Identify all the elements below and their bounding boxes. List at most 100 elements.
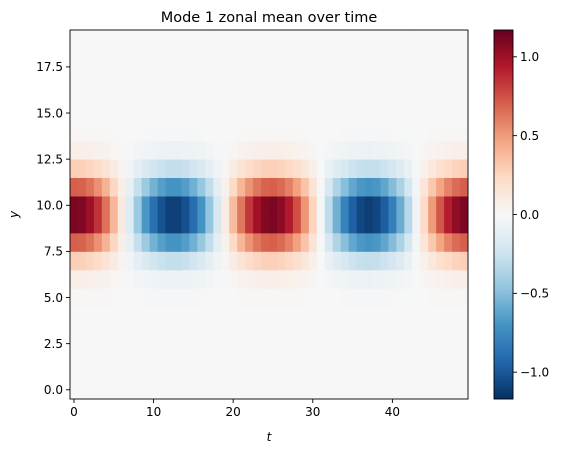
heatmap-cell	[197, 140, 206, 160]
heatmap-cell	[77, 30, 87, 49]
heatmap-cell	[245, 343, 254, 363]
heatmap-cell	[141, 306, 150, 326]
heatmap-cell	[109, 159, 119, 178]
heatmap-cell	[300, 177, 310, 197]
heatmap-cell	[157, 232, 166, 252]
heatmap-cell	[101, 288, 111, 308]
heatmap-cell	[109, 269, 119, 289]
heatmap-cell	[404, 159, 413, 178]
heatmap-cell	[237, 288, 246, 308]
heatmap-cell	[93, 380, 103, 400]
heatmap-cell	[149, 251, 158, 271]
heatmap-cell	[420, 85, 429, 105]
heatmap-cell	[460, 140, 469, 160]
heatmap-cell	[141, 214, 150, 234]
heatmap-cell	[101, 269, 111, 289]
heatmap-cell	[173, 214, 182, 234]
heatmap-cell	[237, 140, 246, 160]
heatmap-cell	[324, 325, 334, 345]
heatmap-cell	[412, 251, 421, 271]
heatmap-cell	[348, 380, 357, 400]
x-tick-label: 10	[146, 405, 161, 419]
heatmap-cell	[332, 325, 342, 345]
heatmap-cell	[269, 30, 278, 49]
heatmap-cell	[380, 196, 389, 215]
heatmap-cell	[245, 214, 254, 234]
heatmap-cell	[205, 343, 214, 363]
heatmap-cell	[356, 196, 365, 215]
heatmap-cell	[245, 325, 254, 345]
heatmap-cell	[316, 196, 326, 215]
heatmap-cell	[253, 288, 262, 308]
heatmap-cell	[364, 66, 373, 86]
heatmap-cell	[300, 269, 310, 289]
heatmap-cell	[316, 251, 326, 271]
heatmap-cell	[284, 343, 294, 363]
heatmap-cell	[380, 251, 389, 271]
heatmap-cell	[332, 66, 342, 86]
heatmap-cell	[316, 380, 326, 400]
heatmap-cell	[292, 122, 302, 142]
heatmap-cell	[444, 288, 453, 308]
heatmap-cell	[70, 30, 79, 49]
heatmap-cell	[436, 269, 445, 289]
heatmap-cell	[157, 30, 166, 49]
heatmap-cell	[284, 325, 294, 345]
heatmap-cell	[308, 288, 318, 308]
heatmap-cell	[173, 48, 182, 68]
heatmap-cell	[348, 362, 357, 381]
heatmap-cell	[284, 196, 294, 215]
heatmap-cell	[316, 343, 326, 363]
heatmap-cell	[348, 325, 357, 345]
heatmap-cell	[444, 140, 453, 160]
heatmap-cell	[229, 159, 238, 178]
heatmap-cell	[300, 159, 310, 178]
heatmap-cell	[428, 232, 437, 252]
heatmap-cell	[300, 85, 310, 105]
heatmap-cell	[292, 325, 302, 345]
heatmap-cell	[77, 362, 87, 381]
heatmap-cell	[316, 140, 326, 160]
heatmap-cell	[205, 66, 214, 86]
heatmap-cell	[117, 362, 127, 381]
heatmap-cell	[436, 159, 445, 178]
heatmap-cell	[332, 269, 342, 289]
heatmap-cell	[245, 251, 254, 271]
heatmap-cell	[149, 85, 158, 105]
heatmap-cell	[125, 196, 135, 215]
heatmap-cell	[141, 177, 150, 197]
heatmap-cell	[229, 103, 238, 123]
heatmap-cell	[205, 325, 214, 345]
heatmap-cell	[125, 140, 135, 160]
heatmap-cell	[213, 48, 222, 68]
x-tick-label: 0	[70, 405, 78, 419]
heatmap-cell	[436, 288, 445, 308]
heatmap-cell	[460, 288, 469, 308]
heatmap-cell	[229, 122, 238, 142]
heatmap-cell	[269, 306, 278, 326]
heatmap-cell	[412, 288, 421, 308]
heatmap-cell	[308, 343, 318, 363]
heatmap-cell	[428, 343, 437, 363]
heatmap-cell	[340, 122, 349, 142]
heatmap-cell	[364, 325, 373, 345]
heatmap-cell	[197, 214, 206, 234]
heatmap-cell	[452, 232, 461, 252]
heatmap-cell	[380, 269, 389, 289]
heatmap-cell	[173, 103, 182, 123]
heatmap-cell	[197, 251, 206, 271]
heatmap-cell	[261, 66, 270, 86]
heatmap-cell	[117, 380, 127, 400]
heatmap-cell	[70, 251, 79, 271]
heatmap-cell	[412, 196, 421, 215]
heatmap-cell	[364, 251, 373, 271]
heatmap-cell	[332, 232, 342, 252]
heatmap-cell	[332, 380, 342, 400]
heatmap-cell	[460, 251, 469, 271]
heatmap-cell	[332, 251, 342, 271]
heatmap-cell	[101, 103, 111, 123]
heatmap-cell	[85, 343, 95, 363]
heatmap-cell	[348, 214, 357, 234]
heatmap-cell	[77, 288, 87, 308]
heatmap-cell	[356, 380, 365, 400]
